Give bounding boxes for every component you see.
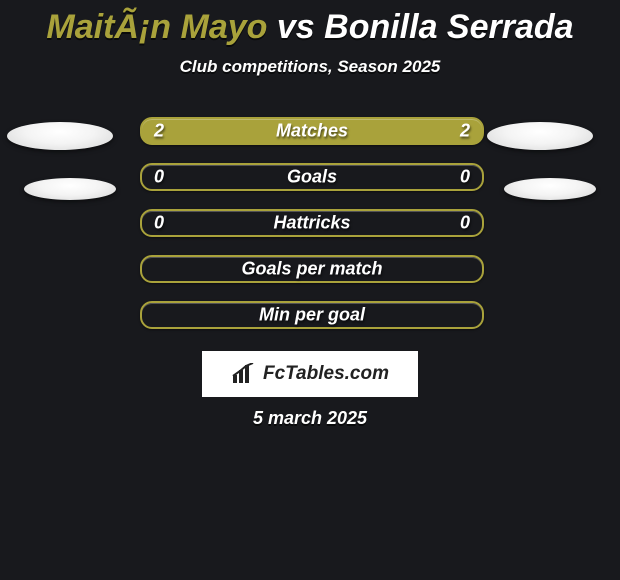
- stat-value-right: 0: [460, 167, 470, 188]
- stat-label: Matches: [142, 121, 482, 142]
- stat-row: Min per goal: [0, 301, 620, 347]
- stat-bar: Goals per match: [140, 255, 484, 283]
- stat-row: Goals per match: [0, 255, 620, 301]
- title-vs: vs: [267, 8, 324, 46]
- stat-label: Goals: [142, 167, 482, 188]
- player-oval-left: [7, 122, 113, 150]
- stat-value-right: 2: [460, 121, 470, 142]
- stat-bar: 0 Hattricks 0: [140, 209, 484, 237]
- stat-label: Goals per match: [142, 259, 482, 280]
- bars-icon: [231, 363, 257, 385]
- stat-row: 0 Hattricks 0: [0, 209, 620, 255]
- stat-value-left: 0: [154, 167, 164, 188]
- stat-bar: 2 Matches 2: [140, 117, 484, 145]
- title-player2: Bonilla Serrada: [324, 8, 573, 46]
- stat-value-left: 0: [154, 213, 164, 234]
- logo-box: FcTables.com: [202, 351, 418, 397]
- player-oval-left: [24, 178, 116, 200]
- date-text: 5 march 2025: [0, 408, 620, 429]
- stat-value-right: 0: [460, 213, 470, 234]
- player-oval-right: [504, 178, 596, 200]
- stat-rows: 2 Matches 2 0 Goals 0 0 Hattricks 0 Goal…: [0, 117, 620, 347]
- stat-bar: 0 Goals 0: [140, 163, 484, 191]
- logo-text: FcTables.com: [263, 363, 389, 385]
- player-oval-right: [487, 122, 593, 150]
- stat-label: Hattricks: [142, 213, 482, 234]
- page-title: MaitÃ¡n Mayo vs Bonilla Serrada: [0, 0, 620, 47]
- title-player1: MaitÃ¡n Mayo: [46, 8, 267, 46]
- stat-bar: Min per goal: [140, 301, 484, 329]
- stat-value-left: 2: [154, 121, 164, 142]
- subtitle: Club competitions, Season 2025: [0, 57, 620, 77]
- stat-label: Min per goal: [142, 305, 482, 326]
